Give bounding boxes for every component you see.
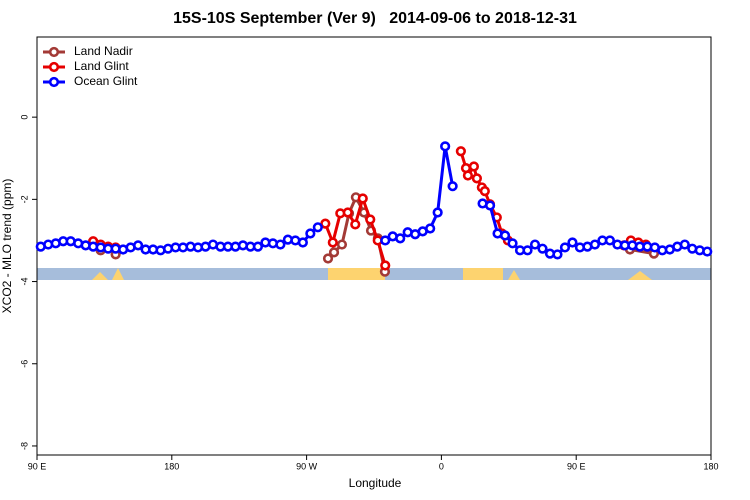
land-ocean-strip [37,268,711,280]
data-point [499,230,511,241]
x-tick-label: 90 E [567,461,586,471]
land-region [628,271,652,280]
x-tick-label: 90 W [296,461,318,471]
legend-label: Land Glint [74,59,129,73]
data-point [312,222,323,233]
data-point [455,146,466,157]
data-point [522,245,533,256]
legend-label: Ocean Glint [74,74,138,88]
x-axis-label: Longitude [349,476,402,490]
data-point [447,181,458,192]
data-point [380,260,391,271]
land-region [463,268,503,280]
data-point [679,239,690,250]
data-point [702,246,713,257]
data-point [552,249,563,260]
y-tick-label: -2 [19,195,29,203]
data-point [297,237,308,248]
y-axis-label: XCO2 - MLO trend (ppm) [0,179,14,314]
data-point [432,207,443,218]
legend-marker [48,61,60,73]
x-tick-label: 180 [164,461,179,471]
y-tick-label: 0 [19,115,29,120]
chart-title: 15S-10S September (Ver 9) 2014-09-06 to … [173,10,577,27]
data-point [350,219,361,230]
data-point [567,237,578,248]
data-point [507,238,518,249]
data-point [440,141,451,152]
data-point [559,242,571,253]
land-region [92,272,108,280]
data-point [468,161,480,172]
data-point [395,233,406,244]
data-point [484,200,496,211]
data-point [252,241,264,252]
land-region [328,268,385,280]
data-point [336,239,348,250]
x-tick-label: 180 [703,461,718,471]
y-tick-label: -4 [19,278,29,286]
data-point [320,218,331,229]
data-point [133,240,144,251]
plot-area [35,141,713,277]
data-point [365,214,376,225]
data-point [425,223,436,234]
data-point [275,239,286,250]
data-point [380,235,391,246]
data-point [589,239,601,250]
data-point [342,207,353,218]
data-point [322,253,334,264]
data-point [529,239,541,250]
legend-marker [48,76,60,88]
data-point [328,247,340,258]
data-point [305,228,316,239]
legend-marker [48,46,60,58]
data-point [357,193,368,204]
x-tick-label: 90 E [28,461,47,471]
data-point [471,173,482,184]
land-region [508,270,520,280]
x-tick-label: 0 [439,461,444,471]
land-region [112,268,124,280]
data-point [604,235,616,246]
legend-label: Land Nadir [74,44,133,58]
y-tick-label: -8 [19,442,29,450]
data-point [537,243,548,254]
data-point [462,170,474,181]
y-tick-label: -6 [19,360,29,368]
data-point [327,237,338,248]
data-point [479,186,490,197]
